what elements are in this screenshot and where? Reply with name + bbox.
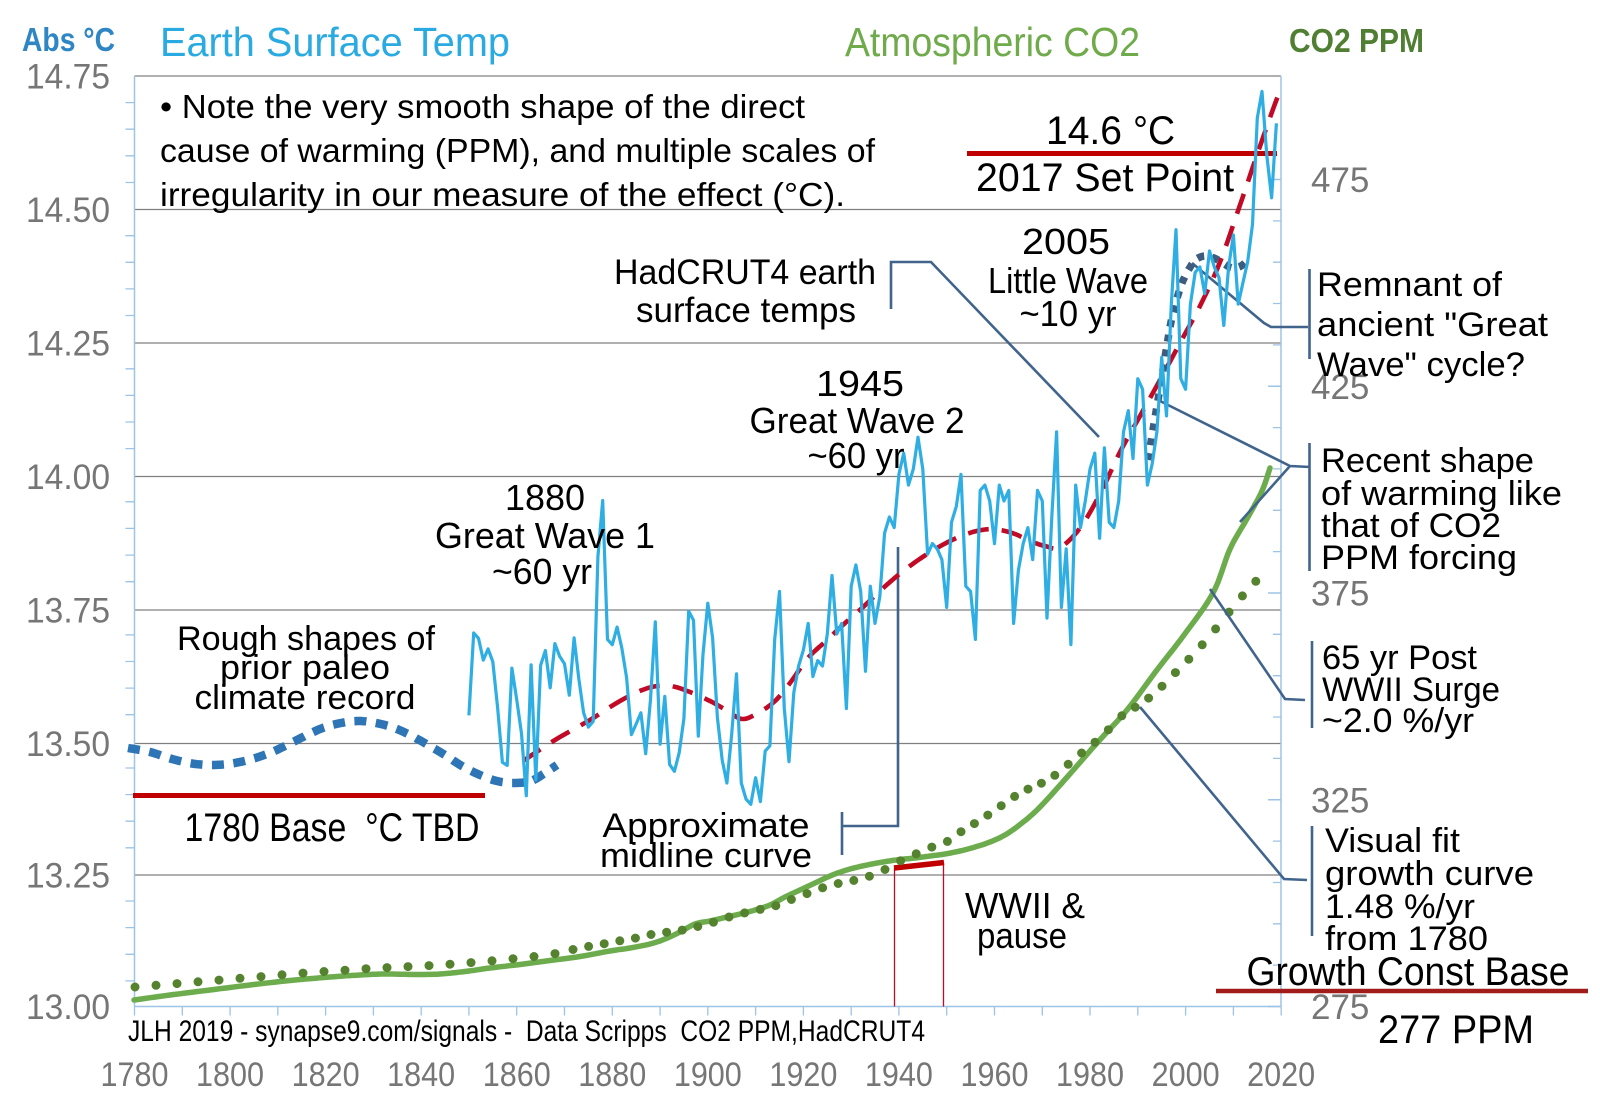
svg-text:1880: 1880	[578, 1056, 646, 1094]
svg-text:Approximate: Approximate	[603, 807, 810, 845]
svg-text:PPM forcing: PPM forcing	[1321, 539, 1517, 577]
svg-text:from 1780: from 1780	[1325, 920, 1488, 958]
svg-text:375: 375	[1311, 575, 1369, 614]
svg-text:prior paleo: prior paleo	[220, 649, 390, 687]
svg-text:~60 yr: ~60 yr	[808, 435, 905, 476]
svg-text:Visual fit: Visual fit	[1325, 822, 1461, 860]
svg-text:1780: 1780	[101, 1056, 169, 1094]
svg-text:1940: 1940	[865, 1056, 933, 1094]
svg-text:1780 Base °C TBD: 1780 Base °C TBD	[185, 806, 480, 850]
svg-text:1945: 1945	[816, 363, 904, 404]
svg-text:growth curve: growth curve	[1325, 855, 1534, 893]
svg-text:1.48 %/yr: 1.48 %/yr	[1325, 888, 1475, 926]
svg-text:ancient "Great: ancient "Great	[1317, 306, 1549, 344]
svg-text:• Note the very smooth shape o: • Note the very smooth shape of the dire…	[160, 88, 805, 125]
svg-text:275: 275	[1311, 988, 1369, 1027]
svg-text:surface temps: surface temps	[636, 291, 856, 330]
svg-text:Little Wave: Little Wave	[988, 260, 1148, 301]
svg-text:1900: 1900	[674, 1056, 742, 1094]
svg-text:cause of warming (PPM), and mu: cause of warming (PPM), and multiple sca…	[160, 132, 876, 169]
svg-text:Rough shapes of: Rough shapes of	[177, 620, 436, 658]
svg-text:1880: 1880	[505, 477, 585, 518]
svg-text:14.25: 14.25	[26, 325, 110, 364]
svg-text:65 yr Post: 65 yr Post	[1322, 639, 1478, 677]
svg-text:Great Wave 1: Great Wave 1	[435, 515, 655, 556]
svg-text:of warming like: of warming like	[1321, 475, 1562, 513]
svg-text:1800: 1800	[196, 1056, 264, 1094]
svg-text:Earth Surface Temp: Earth Surface Temp	[160, 19, 510, 65]
svg-text:~2.0 %/yr: ~2.0 %/yr	[1322, 702, 1474, 740]
svg-text:1840: 1840	[387, 1056, 455, 1094]
svg-text:277 PPM: 277 PPM	[1378, 1008, 1534, 1052]
svg-text:2005: 2005	[1022, 221, 1110, 262]
svg-text:JLH 2019 - synapse9.com/signal: JLH 2019 - synapse9.com/signals - Data S…	[128, 1015, 925, 1048]
svg-text:CO2 PPM: CO2 PPM	[1289, 22, 1424, 59]
svg-text:Remnant of: Remnant of	[1317, 266, 1503, 304]
svg-text:13.50: 13.50	[26, 725, 110, 764]
svg-text:1960: 1960	[960, 1056, 1028, 1094]
svg-text:1860: 1860	[483, 1056, 551, 1094]
svg-text:14.75: 14.75	[26, 58, 110, 97]
svg-text:midline curve: midline curve	[600, 837, 812, 875]
svg-text:HadCRUT4 earth: HadCRUT4 earth	[614, 253, 876, 292]
svg-text:1980: 1980	[1056, 1056, 1124, 1094]
svg-text:425: 425	[1311, 368, 1369, 407]
svg-text:Recent shape: Recent shape	[1321, 442, 1534, 480]
svg-text:~60 yr: ~60 yr	[492, 551, 592, 592]
svg-text:2000: 2000	[1152, 1056, 1220, 1094]
svg-text:°C: °C	[1133, 109, 1175, 153]
svg-text:1920: 1920	[769, 1056, 837, 1094]
svg-text:that of CO2: that of CO2	[1321, 507, 1501, 545]
svg-text:Wave" cycle?: Wave" cycle?	[1317, 346, 1525, 384]
svg-text:Abs °C: Abs °C	[22, 21, 115, 58]
svg-text:14.50: 14.50	[26, 191, 110, 230]
svg-text:WWII &: WWII &	[965, 885, 1085, 926]
svg-text:325: 325	[1311, 781, 1369, 820]
svg-text:Atmospheric CO2: Atmospheric CO2	[845, 19, 1140, 65]
svg-text:475: 475	[1311, 161, 1369, 200]
svg-text:~10 yr: ~10 yr	[1020, 293, 1117, 334]
svg-text:WWII Surge: WWII Surge	[1322, 671, 1500, 709]
svg-text:13.00: 13.00	[26, 988, 110, 1027]
svg-text:climate record: climate record	[195, 679, 416, 717]
svg-text:pause: pause	[977, 915, 1067, 956]
svg-text:2020: 2020	[1247, 1056, 1315, 1094]
svg-text:13.75: 13.75	[26, 592, 110, 631]
svg-text:13.25: 13.25	[26, 857, 110, 896]
svg-text:14.00: 14.00	[26, 458, 110, 497]
svg-text:2017 Set Point: 2017 Set Point	[976, 156, 1234, 200]
svg-text:1820: 1820	[292, 1056, 360, 1094]
svg-text:Growth Const Base: Growth Const Base	[1247, 950, 1570, 994]
svg-text:irregularity in our measure of: irregularity in our measure of the effec…	[160, 176, 845, 213]
svg-text:Great Wave 2: Great Wave 2	[750, 400, 965, 441]
svg-text:14.6: 14.6	[1046, 109, 1122, 153]
